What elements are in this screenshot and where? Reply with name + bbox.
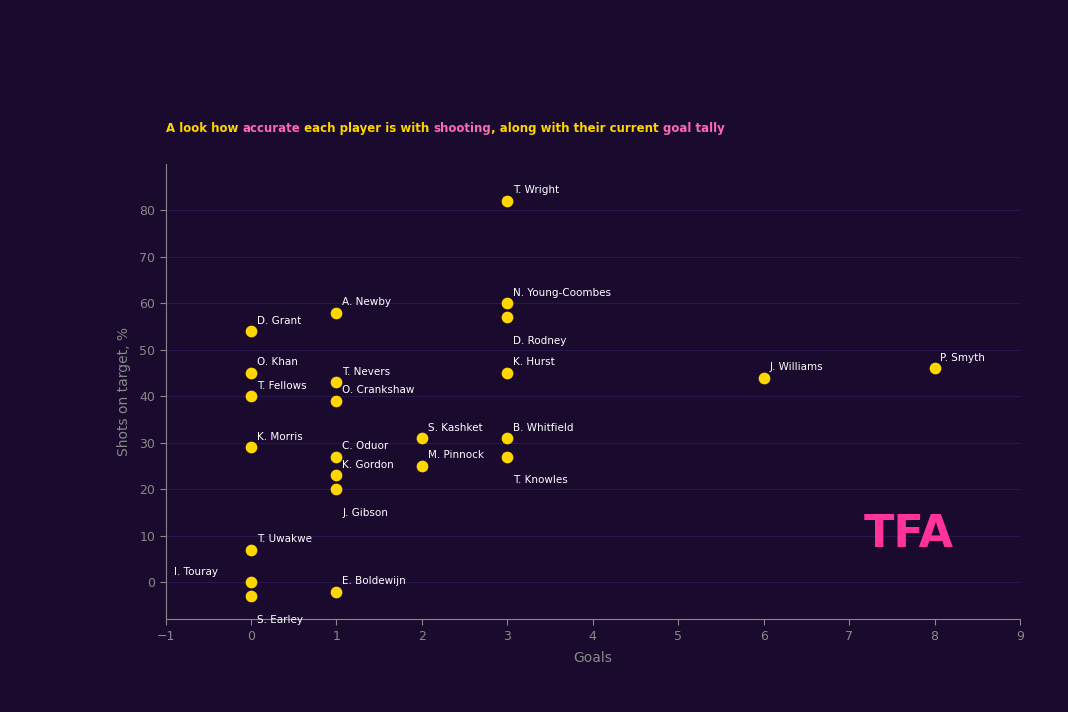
Text: T. Nevers: T. Nevers (343, 367, 391, 377)
Text: O. Crankshaw: O. Crankshaw (343, 385, 414, 395)
Point (499, 432, 516, 444)
Point (242, 441, 260, 453)
Text: B. Whitfield: B. Whitfield (514, 422, 574, 432)
Point (499, 451, 516, 462)
Text: M. Pinnock: M. Pinnock (428, 451, 484, 461)
Text: A. Newby: A. Newby (343, 297, 391, 307)
Text: shooting: shooting (434, 122, 491, 135)
Point (242, 325, 260, 337)
Point (755, 372, 772, 383)
Text: accurate: accurate (242, 122, 300, 135)
Text: D. Rodney: D. Rodney (514, 336, 567, 346)
Text: T. Fellows: T. Fellows (257, 381, 307, 391)
Point (328, 470, 345, 481)
Y-axis label: Shots on target, %: Shots on target, % (116, 327, 130, 456)
Text: S. Kashket: S. Kashket (428, 422, 483, 432)
Point (499, 312, 516, 323)
Point (499, 195, 516, 206)
Text: I. Touray: I. Touray (174, 567, 218, 577)
Text: T. Knowles: T. Knowles (514, 476, 568, 486)
Point (499, 298, 516, 309)
Text: K. Gordon: K. Gordon (343, 460, 394, 470)
Text: TFA: TFA (864, 513, 954, 555)
Point (242, 577, 260, 588)
Text: P. Smyth: P. Smyth (941, 352, 986, 363)
Point (242, 367, 260, 379)
Point (926, 362, 943, 374)
Text: K. Morris: K. Morris (257, 431, 302, 442)
Point (328, 451, 345, 462)
Text: T. Uwakwe: T. Uwakwe (257, 534, 312, 544)
Text: J. Gibson: J. Gibson (343, 508, 389, 518)
Text: C. Oduor: C. Oduor (343, 441, 389, 451)
Point (242, 391, 260, 402)
Text: N. Young-Coombes: N. Young-Coombes (514, 288, 611, 298)
Text: S. Earley: S. Earley (257, 614, 303, 625)
Text: D. Grant: D. Grant (257, 315, 301, 325)
Text: J. Williams: J. Williams (770, 362, 823, 372)
Point (242, 544, 260, 555)
Point (328, 395, 345, 407)
Text: O. Khan: O. Khan (257, 357, 298, 367)
Point (328, 586, 345, 597)
Text: A look how: A look how (166, 122, 242, 135)
Point (328, 307, 345, 318)
Text: , along with their current: , along with their current (491, 122, 662, 135)
Text: goal tally: goal tally (662, 122, 724, 135)
Text: each player is with: each player is with (300, 122, 434, 135)
X-axis label: Goals: Goals (574, 651, 612, 665)
Point (413, 460, 430, 471)
Point (413, 432, 430, 444)
Point (499, 367, 516, 379)
Text: E. Boldewijn: E. Boldewijn (343, 576, 406, 586)
Point (242, 590, 260, 602)
Point (328, 377, 345, 388)
Text: K. Hurst: K. Hurst (514, 357, 555, 367)
Text: T. Wright: T. Wright (514, 185, 560, 195)
Point (328, 483, 345, 495)
